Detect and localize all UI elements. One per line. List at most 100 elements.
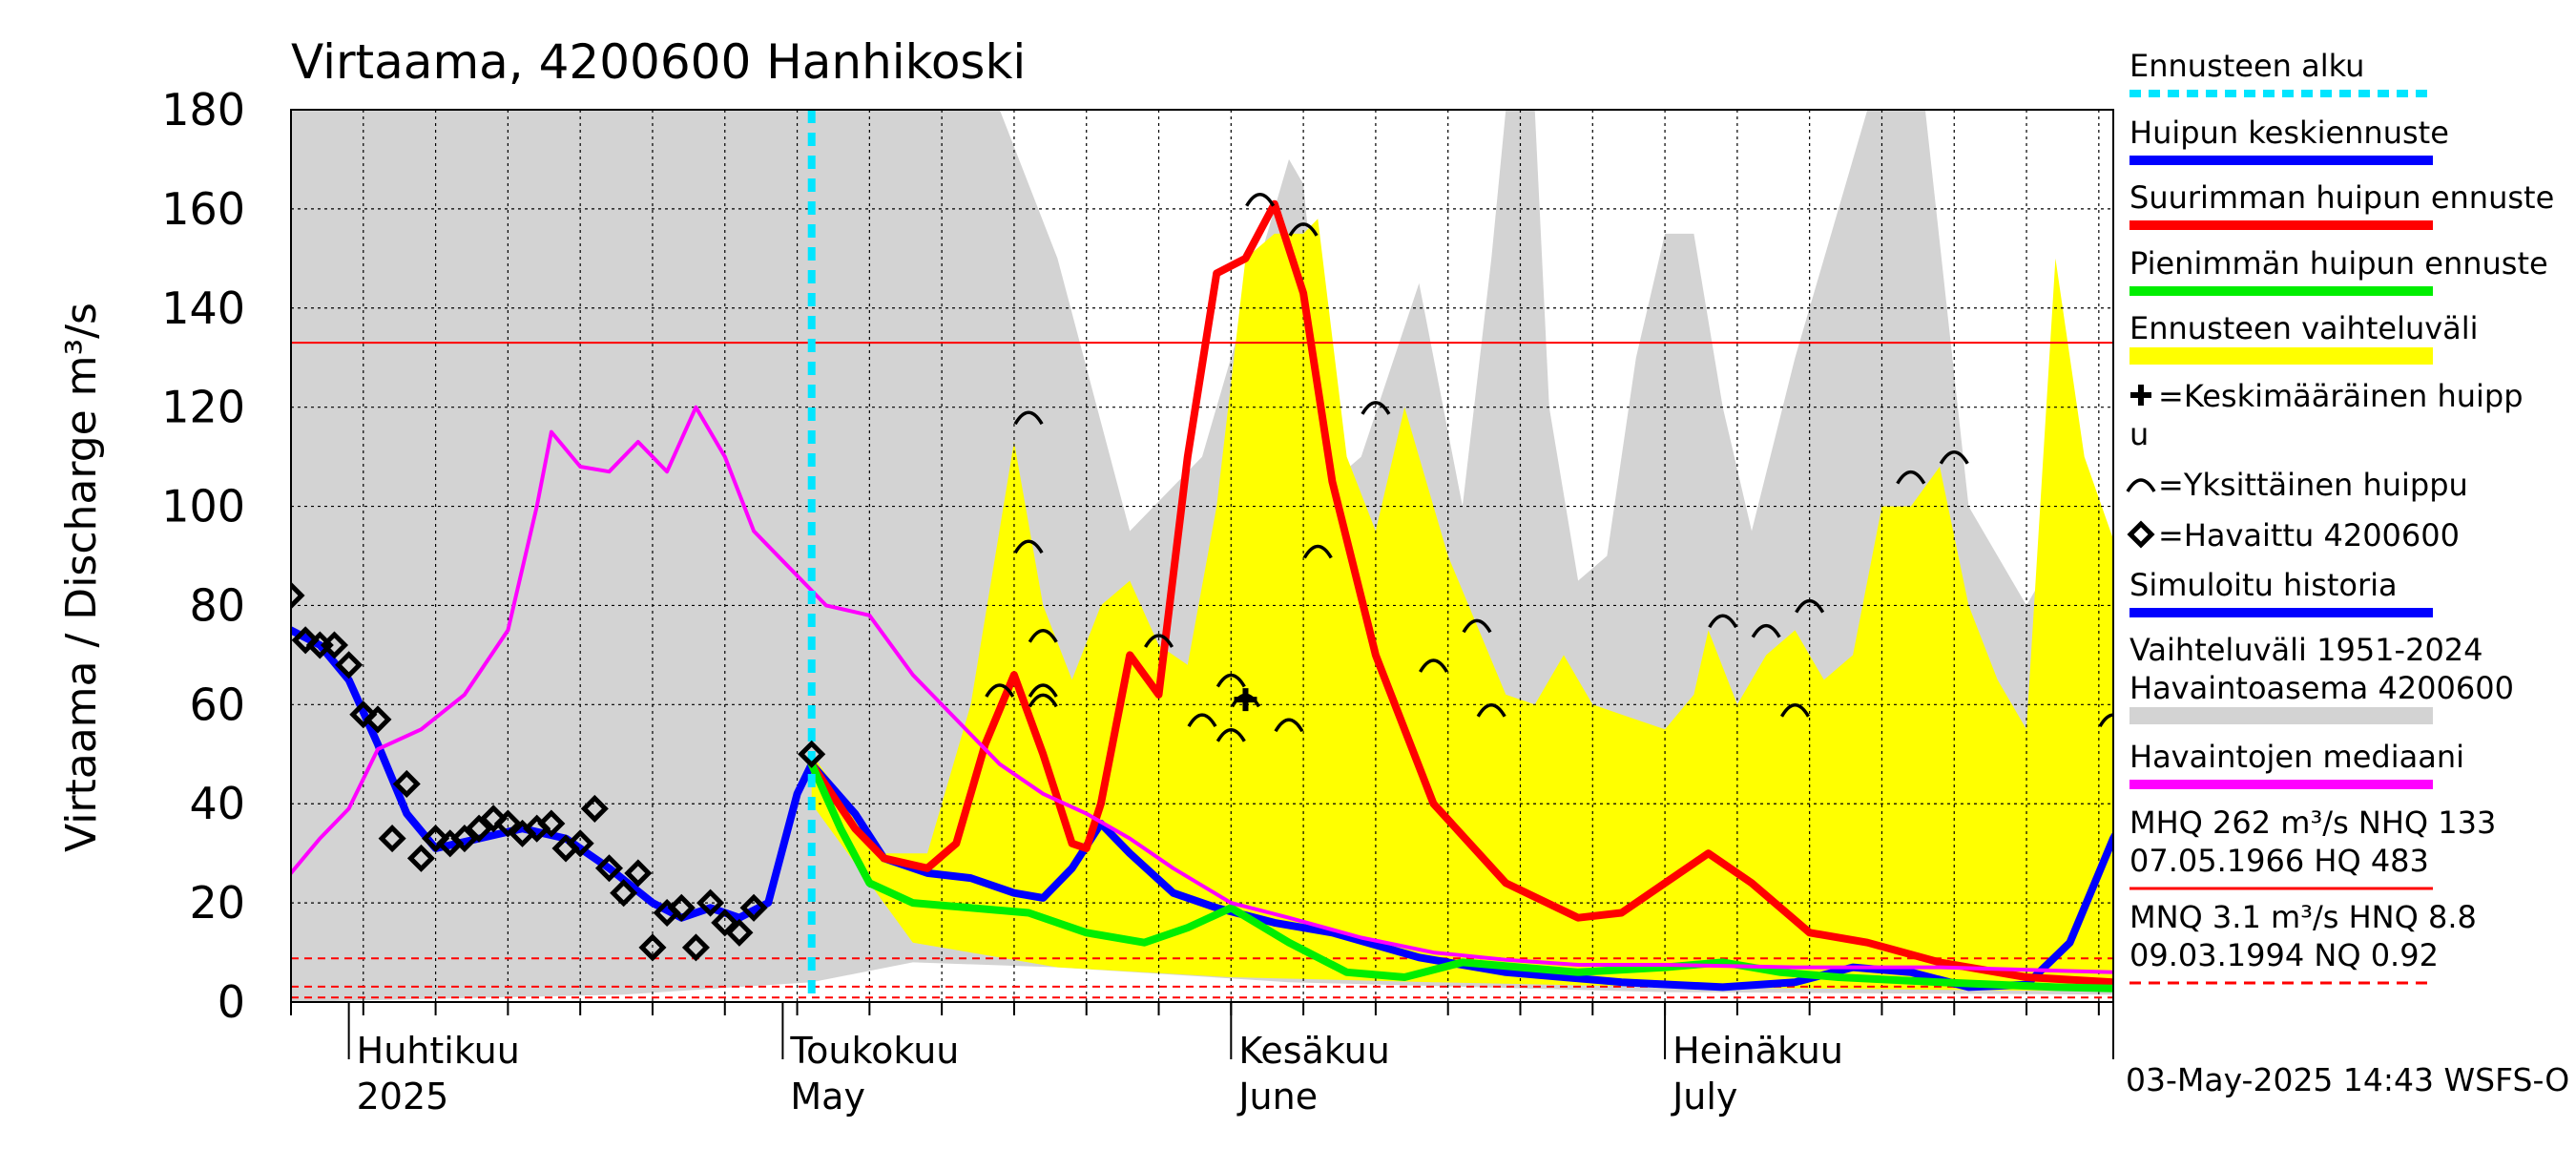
timestamp-footer: 03-May-2025 14:43 WSFS-O	[2126, 1061, 2569, 1098]
legend-swatch	[2129, 347, 2433, 365]
observed-point	[349, 700, 378, 729]
single-peak-marker	[1274, 718, 1304, 733]
legend-item: Ennusteen alku	[2129, 48, 2433, 97]
legend-arc-icon	[2126, 478, 2156, 492]
legend-label-line2: 07.05.1966 HQ 483	[2129, 843, 2429, 879]
legend-item: Pienimmän huipun ennuste	[2129, 245, 2548, 296]
y-tick-label: 140	[161, 282, 245, 334]
legend-label-line2: 09.03.1994 NQ 0.92	[2129, 937, 2439, 973]
single-peak-marker	[1708, 614, 1738, 629]
series-line-huipun-keskiennuste	[807, 760, 2113, 992]
observed-point	[320, 631, 349, 659]
observed-point	[667, 893, 696, 922]
observed-point	[479, 804, 508, 833]
legend-plus-icon	[2130, 385, 2151, 406]
legend-label-line2: u	[2129, 416, 2149, 452]
observed-point	[711, 909, 739, 937]
legend-label: =Yksittäinen huippu	[2158, 467, 2468, 503]
y-tick-label: 160	[161, 183, 245, 235]
observed-point	[566, 829, 594, 858]
legend-label: Simuloitu historia	[2129, 567, 2398, 603]
single-peak-marker	[1419, 658, 1449, 673]
legend-label: Pienimmän huipun ennuste	[2129, 245, 2548, 282]
observed-point	[537, 809, 566, 838]
legend-label: =Keskimääräinen huipp	[2158, 378, 2524, 414]
single-peak-marker	[1245, 192, 1276, 207]
single-peak-marker	[1751, 623, 1781, 638]
single-peak-marker	[1462, 618, 1492, 634]
observed-point	[725, 918, 754, 947]
y-tick-label: 20	[189, 877, 245, 929]
observed-point	[493, 809, 522, 838]
observed-point	[291, 581, 305, 610]
y-tick-label: 120	[161, 382, 245, 433]
legend-item: Havaintojen mediaani	[2129, 739, 2464, 789]
single-peak-marker	[1939, 450, 1969, 465]
legend-label: Ennusteen alku	[2129, 48, 2364, 84]
single-peak-marker	[1896, 470, 1926, 485]
observed-point	[580, 794, 609, 823]
legend-diamond-icon	[2127, 520, 2155, 549]
single-peak-marker	[1302, 544, 1333, 559]
y-tick-label: 60	[189, 679, 245, 730]
y-tick-label: 40	[189, 778, 245, 829]
legend-item: =Keskimääräinen huippu	[2129, 378, 2524, 452]
single-peak-marker	[1013, 410, 1044, 426]
x-month-label-fi: Huhtikuu	[357, 1030, 520, 1072]
chart-title: Virtaama, 4200600 Hanhikoski	[291, 34, 1026, 90]
single-peak-marker	[1215, 673, 1246, 688]
legend-item: =Yksittäinen huippu	[2126, 467, 2468, 503]
observed-point	[335, 651, 364, 679]
observed-point	[739, 893, 768, 922]
x-month-label-en: May	[790, 1076, 865, 1118]
single-peak-marker	[1028, 693, 1058, 708]
observed-point	[610, 879, 638, 908]
series-line-havaintojen-mediaani	[291, 405, 2113, 974]
observed-point	[450, 825, 479, 853]
legend-label: MHQ 262 m³/s NHQ 133	[2129, 804, 2496, 841]
observed-point	[406, 844, 435, 872]
y-tick-label: 180	[161, 84, 245, 136]
single-peak-marker	[1013, 539, 1044, 554]
legend-item: MNQ 3.1 m³/s HNQ 8.809.03.1994 NQ 0.92	[2129, 899, 2477, 985]
y-tick-label: 80	[189, 579, 245, 631]
legend-label: MNQ 3.1 m³/s HNQ 8.8	[2129, 899, 2477, 935]
single-peak-marker	[1288, 222, 1319, 237]
legend-item: Simuloitu historia	[2129, 567, 2433, 617]
y-axis-label: Virtaama / Discharge m³/s	[57, 303, 106, 852]
y-tick-label: 0	[218, 976, 245, 1028]
x-month-label-en: 2025	[357, 1076, 449, 1118]
single-peak-marker	[1361, 401, 1391, 415]
legend-item: Huipun keskiennuste	[2129, 115, 2449, 165]
observed-point	[364, 705, 392, 734]
legend-label: Havaintojen mediaani	[2129, 739, 2464, 775]
legend-item: =Havaittu 4200600	[2127, 517, 2460, 554]
mean-peak-marker	[1234, 688, 1257, 712]
observed-point	[624, 859, 653, 888]
observed-point	[638, 933, 667, 962]
legend-item: Ennusteen vaihteluväli	[2129, 310, 2479, 365]
legend-label: Suurimman huipun ennuste	[2129, 179, 2554, 216]
single-peak-marker	[1215, 727, 1246, 742]
y-tick-label: 100	[161, 481, 245, 533]
series-line-pienimm-n-huipun-ennuste	[807, 760, 2113, 992]
single-peak-marker	[1779, 703, 1811, 718]
observed-point	[696, 888, 725, 917]
observed-point	[798, 740, 826, 768]
single-peak-marker	[1144, 634, 1174, 648]
observed-point	[422, 825, 450, 853]
x-month-label-en: June	[1236, 1076, 1318, 1118]
x-month-label-fi: Toukokuu	[789, 1030, 959, 1072]
legend-swatch	[2129, 707, 2433, 724]
plot-frame	[290, 109, 2114, 1003]
legend-item: Vaihteluväli 1951-2024 Havaintoasema 420…	[2129, 632, 2514, 724]
observed-point	[392, 769, 421, 798]
x-month-label-en: July	[1671, 1076, 1737, 1118]
x-month-label-fi: Kesäkuu	[1238, 1030, 1390, 1072]
single-peak-marker	[1028, 683, 1058, 698]
observed-point	[378, 825, 406, 853]
legend-label: Vaihteluväli 1951-2024	[2129, 632, 2483, 668]
